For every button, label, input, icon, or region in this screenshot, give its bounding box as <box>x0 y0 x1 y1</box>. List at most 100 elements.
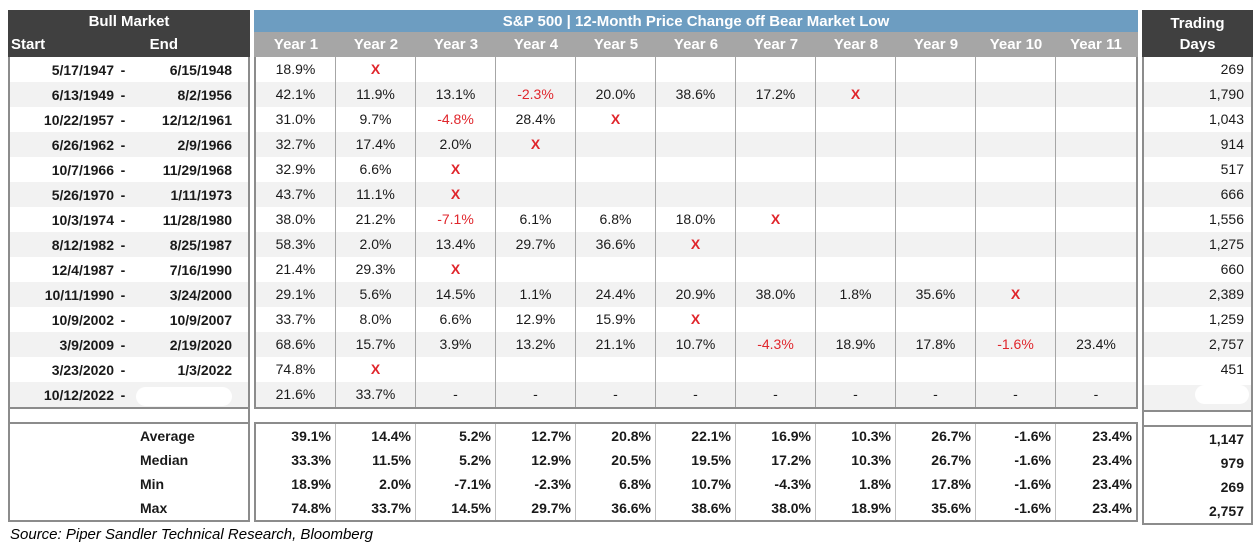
summary-stat-values: 74.8% 33.7% 14.5% 29.7% 36.6% 38.6% 38.0% 18.9%… <box>256 496 1136 520</box>
summary-trading-days-cell: 2,757 <box>1208 503 1244 519</box>
year-value-cell: 6.8% <box>576 207 656 232</box>
year-value-cell <box>416 357 496 382</box>
bull-market-end-date: 3/24/2000 <box>169 286 232 303</box>
summary-value-cell: 18.9% <box>256 472 336 496</box>
summary-values-block: 39.1% 14.4% 5.2% 12.7% 20.8% 22.1% 16.9% 10.3% 2… <box>254 422 1138 522</box>
year-value-cell: 38.0% <box>256 207 336 232</box>
year-value-cell: 18.9% <box>816 332 896 357</box>
year-value-cell: - <box>816 382 896 407</box>
end-column-header: End <box>149 36 178 53</box>
date-rows-body: 5/17/1947-6/15/1948 6/13/1949-8/2/1956 10/… <box>8 57 250 409</box>
year-value-cell: -7.1% <box>416 207 496 232</box>
date-separator: - <box>120 286 126 303</box>
year-value-cell <box>976 57 1056 82</box>
year-value-cell: 11.9% <box>336 82 416 107</box>
summary-value-cell: -2.3% <box>496 472 576 496</box>
year-value-cell <box>736 357 816 382</box>
section-gap <box>8 409 250 422</box>
summary-value-cell: 12.9% <box>496 448 576 472</box>
summary-stat-values: 39.1% 14.4% 5.2% 12.7% 20.8% 22.1% 16.9% 10.3% 2… <box>256 424 1136 448</box>
year-value-cell: 33.7% <box>336 382 416 407</box>
date-separator: - <box>120 236 126 253</box>
year-value-cell: -1.6% <box>976 332 1056 357</box>
date-separator: - <box>120 336 126 353</box>
bull-market-start-date: 6/26/1962 <box>51 136 114 153</box>
summary-value-cell: 74.8% <box>256 496 336 520</box>
year-value-cell <box>736 307 816 332</box>
summary-trading-days-cell: 979 <box>1220 455 1244 471</box>
year-value-cell: 2.0% <box>336 232 416 257</box>
table-row-values: 18.9% X <box>256 57 1136 82</box>
year-value-cell: 20.9% <box>656 282 736 307</box>
year-value-cell: 18.9% <box>256 57 336 82</box>
year-value-cell <box>896 257 976 282</box>
year-value-cell <box>896 132 976 157</box>
year-value-cell <box>496 257 576 282</box>
year-value-cell <box>896 357 976 382</box>
year-value-cell <box>896 157 976 182</box>
year-value-cell: 24.4% <box>576 282 656 307</box>
year-value-cell: - <box>496 382 576 407</box>
summary-trading-days-cell: 1,147 <box>1208 431 1244 447</box>
year-value-cell <box>896 57 976 82</box>
year-value-cell <box>736 57 816 82</box>
year-value-cell: 18.0% <box>656 207 736 232</box>
summary-value-cell: 23.4% <box>1092 428 1132 444</box>
year-value-cell: 32.7% <box>256 132 336 157</box>
bull-market-end-date: 8/2/1956 <box>177 86 233 103</box>
table-row-values: 42.1% 11.9% 13.1% -2.3% 20.0% 38.6% 17.2% X <box>256 82 1136 107</box>
year-value-cell: 6.6% <box>336 157 416 182</box>
year-column-header: Year 5 <box>593 36 639 53</box>
year-value-cell: X <box>416 157 496 182</box>
bull-market-title: Bull Market <box>88 13 170 30</box>
year-value-cell: 10.7% <box>656 332 736 357</box>
summary-value-cell: 17.8% <box>896 472 976 496</box>
trading-days-header-line2: Days <box>1179 35 1216 53</box>
year-value-cell: 14.5% <box>416 282 496 307</box>
year-value-cell: X <box>336 357 416 382</box>
trading-days-cell: 1,790 <box>1144 82 1251 107</box>
table-row-values: 43.7% 11.1% X <box>256 182 1136 207</box>
year-value-cell: 5.6% <box>336 282 416 307</box>
year-value-cell <box>1056 207 1136 232</box>
year-value-cell <box>1056 182 1136 207</box>
bull-market-start-date: 3/23/2020 <box>51 361 114 378</box>
year-value-cell: 33.7% <box>256 307 336 332</box>
year-value-cell: X <box>736 207 816 232</box>
date-separator: - <box>120 161 126 178</box>
year-column-header: Year 11 <box>1070 36 1122 53</box>
bull-market-start-date: 5/17/1947 <box>51 61 114 78</box>
table-row-values: 58.3% 2.0% 13.4% 29.7% 36.6% X <box>256 232 1136 257</box>
bull-market-end-date <box>132 384 248 406</box>
year-value-cell <box>1056 282 1136 307</box>
table-row-values: 33.7% 8.0% 6.6% 12.9% 15.9% X <box>256 307 1136 332</box>
year-column-header: Year 3 <box>433 36 479 53</box>
year-value-cell: 21.1% <box>576 332 656 357</box>
year-value-cell: 3.9% <box>416 332 496 357</box>
year-value-cell <box>976 357 1056 382</box>
table-row-values: 21.4% 29.3% X <box>256 257 1136 282</box>
year-value-cell: 21.2% <box>336 207 416 232</box>
year-value-cell <box>976 157 1056 182</box>
year-value-cell <box>736 257 816 282</box>
year-value-cell <box>816 157 896 182</box>
year-value-cell: X <box>656 232 736 257</box>
trading-days-cell: 2,757 <box>1144 332 1251 357</box>
year-column-header: Year 1 <box>273 36 319 53</box>
table-row-dates: 5/17/1947- 6/15/1948 <box>10 57 248 82</box>
summary-value-cell: -1.6% <box>976 424 1056 448</box>
year-value-cell: 17.2% <box>736 82 816 107</box>
summary-value-cell: 19.5% <box>656 448 736 472</box>
trading-days-cell: 517 <box>1144 157 1251 182</box>
year-value-cell: 29.3% <box>336 257 416 282</box>
summary-value-cell: -1.6% <box>976 472 1056 496</box>
year-value-cell <box>656 107 736 132</box>
year-value-cell <box>1056 132 1136 157</box>
bull-market-end-date: 1/3/2022 <box>177 361 233 378</box>
summary-stat-label: Median <box>140 452 189 468</box>
bull-market-header: Bull Market Start End <box>8 10 250 57</box>
year-header-row: Year 1 Year 2 Year 3 Year 4 Year 5 Year 6 Year… <box>254 32 1138 57</box>
year-value-cell: X <box>656 307 736 332</box>
year-value-cell <box>976 207 1056 232</box>
year-value-cell <box>736 182 816 207</box>
